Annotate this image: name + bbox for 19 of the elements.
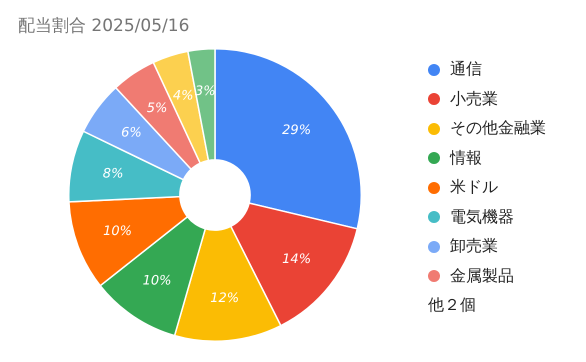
data-label: 12% bbox=[210, 290, 240, 306]
legend-label: 金属製品 bbox=[450, 266, 514, 287]
legend-label: 米ドル bbox=[450, 177, 498, 198]
data-label: 5% bbox=[146, 101, 168, 116]
data-label: 29% bbox=[282, 122, 312, 138]
legend-label: 電気機器 bbox=[450, 206, 514, 228]
data-label: 14% bbox=[282, 252, 312, 267]
legend-label: 情報 bbox=[450, 148, 482, 169]
data-label: 10% bbox=[103, 224, 132, 239]
legend-label: 卸売業 bbox=[450, 236, 498, 258]
chart-title: 配当割合 2025/05/16 bbox=[18, 15, 190, 37]
data-label: 6% bbox=[121, 125, 142, 140]
data-label: 8% bbox=[102, 166, 124, 182]
legend-label: その他金融業 bbox=[450, 118, 546, 140]
legend-label: 小売業 bbox=[450, 88, 498, 110]
legend-label: 通信 bbox=[450, 59, 482, 80]
data-label: 10% bbox=[142, 274, 172, 289]
data-label: 4% bbox=[172, 88, 194, 104]
text: 他２個 bbox=[428, 294, 477, 316]
